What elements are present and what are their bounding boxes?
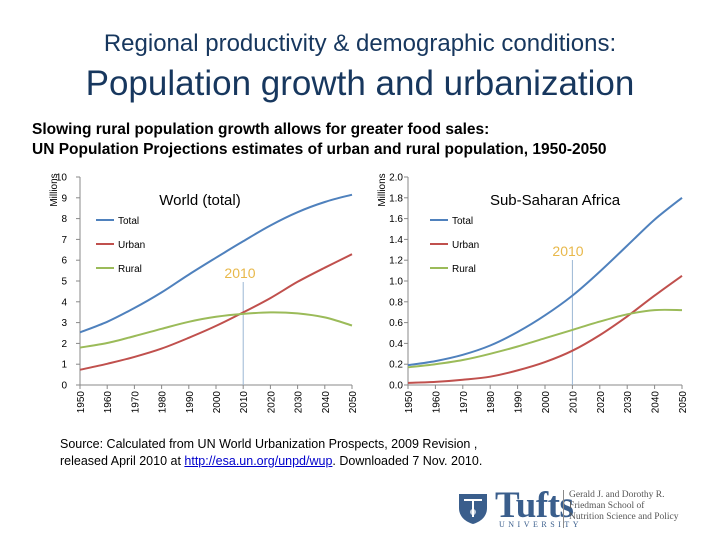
chart2-x-tick-label: 2000 [541, 391, 552, 414]
chart1-y-tick-label: 2 [61, 339, 67, 350]
chart1-series-urban [79, 253, 353, 371]
header-subtitle: Regional productivity & demographic cond… [103, 30, 617, 57]
chart2-y-tick-label: 0.8 [389, 297, 403, 308]
chart2-y-tick-label: 1.2 [389, 256, 403, 267]
chart1-x-tick-label: 2020 [266, 391, 277, 414]
school-line-1: Gerald J. and Dorothy R. [569, 490, 665, 500]
chart1-x-tick-label: 2010 [239, 391, 250, 414]
chart2-y-tick-label: 1.4 [389, 235, 403, 246]
chart2-legend-label-total: Total [452, 216, 473, 227]
chart1-x-tick-label: 2040 [321, 391, 332, 414]
source-suffix: . Downloaded 7 Nov. 2010. [332, 454, 483, 468]
chart1-title: World (total) [159, 192, 240, 209]
chart2-y-tick-label: 1.0 [389, 277, 403, 288]
chart1-y-tick-label: 8 [61, 214, 67, 225]
chart2-x-tick-label: 2050 [678, 391, 689, 414]
source-line-2: released April 2010 at http://esa.un.org… [60, 453, 482, 470]
logo-wordmark: Tufts [495, 485, 574, 526]
logo-school: Gerald J. and Dorothy R. Friedman School… [569, 490, 679, 523]
chart1-x-tick-label: 1970 [130, 391, 141, 414]
chart1-y-tick-label: 0 [61, 381, 67, 392]
chart2-x-tick-label: 1970 [459, 391, 470, 414]
source-line-1: Source: Calculated from UN World Urbaniz… [60, 437, 478, 451]
chart1-y-tick-label: 1 [61, 360, 67, 371]
chart2-x-tick-label: 2030 [623, 391, 634, 414]
chart2-y-tick-label: 1.6 [389, 214, 403, 225]
chart2-x-tick-label: 2040 [651, 391, 662, 414]
chart1-x-tick-label: 1950 [76, 391, 87, 414]
chart2-legend-label-urban: Urban [452, 240, 479, 251]
chart1-series-total [79, 193, 353, 334]
chart1-x-tick-label: 1980 [158, 391, 169, 414]
chart1-x-tick-label: 2030 [294, 391, 305, 414]
chart2-y-tick-label: 0.4 [389, 339, 403, 350]
school-line-3: Nutrition Science and Policy [569, 512, 679, 522]
chart1-x-tick-label: 2050 [348, 391, 359, 414]
chart2-x-tick-label: 2020 [596, 391, 607, 414]
chart2-series-total [407, 197, 683, 367]
chart1-x-tick-label: 1990 [185, 391, 196, 414]
chart1-y-tick-label: 5 [61, 277, 67, 288]
chart2-title: Sub-Saharan Africa [490, 192, 621, 209]
chart2-x-tick-label: 2010 [568, 391, 579, 414]
chart2-y-tick-label: 1.8 [389, 193, 403, 204]
tufts-seal-icon [459, 494, 487, 524]
chart1-y-tick-label: 9 [61, 193, 67, 204]
chart1-x-tick-label: 2000 [212, 391, 223, 414]
school-line-2: Friedman School of [569, 501, 645, 511]
chart1-y-tick-label: 4 [61, 297, 67, 308]
chart1-legend-label-total: Total [118, 216, 139, 227]
chart1-y-tick-label: 7 [61, 235, 67, 246]
chart1-ylabel: Millions [49, 173, 60, 206]
logo-divider [563, 490, 564, 528]
chart1-marker-label: 2010 [224, 265, 255, 281]
chart2-y-tick-label: 2.0 [389, 173, 403, 184]
chart2-x-tick-label: 1950 [404, 391, 415, 414]
chart2-x-tick-label: 1960 [431, 391, 442, 414]
tufts-logo: Tufts UNIVERSITY Gerald J. and Dorothy R… [455, 485, 715, 530]
chart1-legend-label-urban: Urban [118, 240, 145, 251]
chart2-ylabel: Millions [377, 173, 388, 206]
chart2-x-tick-label: 1980 [486, 391, 497, 414]
page-title: Population growth and urbanization [85, 64, 635, 103]
description-line-2: UN Population Projections estimates of u… [32, 141, 607, 158]
chart2-y-tick-label: 0.2 [389, 360, 403, 371]
chart1-y-tick-label: 10 [56, 173, 68, 184]
source-link[interactable]: http://esa.un.org/unpd/wup [184, 454, 333, 468]
chart2-y-tick-label: 0.6 [389, 318, 403, 329]
description-line-1: Slowing rural population growth allows f… [32, 121, 490, 138]
chart2-y-tick-label: 0.0 [389, 381, 403, 392]
chart1-series-rural [79, 311, 353, 349]
chart1-legend-label-rural: Rural [118, 264, 142, 275]
chart1-y-tick-label: 6 [61, 256, 67, 267]
chart1-y-tick-label: 3 [61, 318, 67, 329]
chart2-series-urban [407, 274, 683, 384]
chart2-legend-label-rural: Rural [452, 264, 476, 275]
source-prefix: released April 2010 at [60, 454, 185, 468]
chart2-marker-label: 2010 [552, 243, 583, 259]
chart2-x-tick-label: 1990 [514, 391, 525, 414]
chart1-x-tick-label: 1960 [103, 391, 114, 414]
chart-description: Slowing rural population growth allows f… [32, 120, 606, 160]
chart2-series-rural [407, 308, 683, 369]
logo-university: UNIVERSITY [499, 520, 582, 529]
source-note: Source: Calculated from UN World Urbaniz… [60, 436, 482, 470]
